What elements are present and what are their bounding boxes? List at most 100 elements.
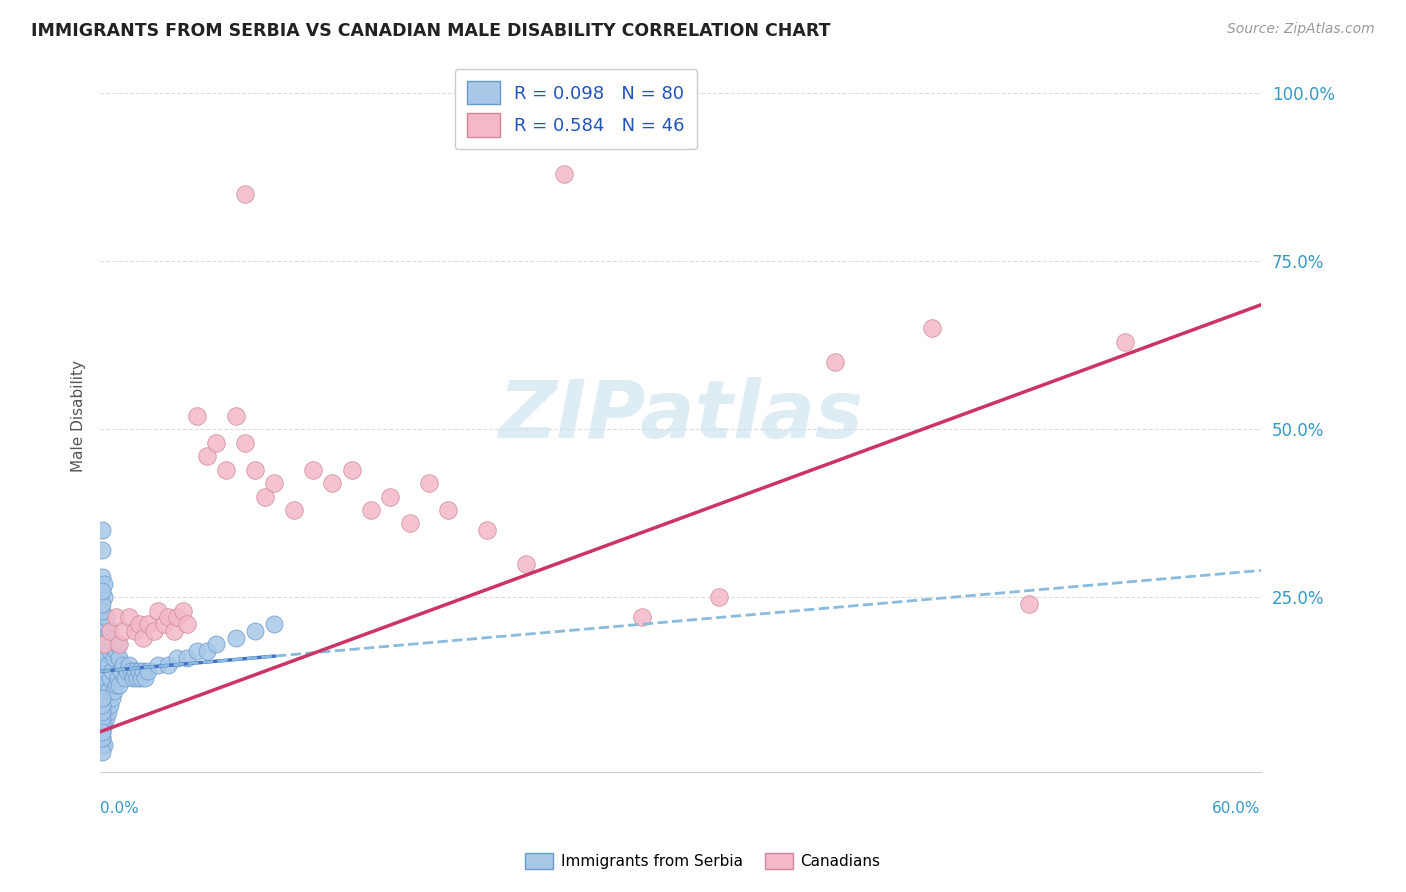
Legend: Immigrants from Serbia, Canadians: Immigrants from Serbia, Canadians xyxy=(519,847,887,875)
Point xyxy=(205,435,228,450)
Point xyxy=(91,731,114,746)
Point xyxy=(195,644,218,658)
Point xyxy=(91,604,114,618)
Point xyxy=(437,503,460,517)
Point xyxy=(360,503,382,517)
Point xyxy=(100,665,122,679)
Point xyxy=(104,678,127,692)
Point xyxy=(129,671,152,685)
Point xyxy=(91,711,114,725)
Point xyxy=(176,650,198,665)
Point xyxy=(98,671,121,685)
Point xyxy=(91,705,114,719)
Point xyxy=(146,657,169,672)
Point xyxy=(225,409,247,423)
Point xyxy=(1114,334,1136,349)
Point xyxy=(138,617,160,632)
Text: 60.0%: 60.0% xyxy=(1212,801,1261,815)
Point xyxy=(156,657,179,672)
Point xyxy=(107,637,129,651)
Point xyxy=(97,684,120,698)
Point xyxy=(166,610,188,624)
Point xyxy=(176,617,198,632)
Point xyxy=(108,678,131,692)
Point xyxy=(321,476,343,491)
Point xyxy=(93,718,115,732)
Point xyxy=(515,557,537,571)
Point xyxy=(108,650,131,665)
Point xyxy=(380,490,402,504)
Point xyxy=(94,671,117,685)
Point xyxy=(104,610,127,624)
Text: ZIPatlas: ZIPatlas xyxy=(498,376,863,455)
Point xyxy=(91,745,114,759)
Point xyxy=(110,665,132,679)
Point xyxy=(94,637,117,651)
Point xyxy=(475,523,498,537)
Point xyxy=(94,617,117,632)
Point xyxy=(120,665,142,679)
Point xyxy=(233,435,256,450)
Point xyxy=(93,577,115,591)
Point xyxy=(146,604,169,618)
Point xyxy=(94,691,117,706)
Text: IMMIGRANTS FROM SERBIA VS CANADIAN MALE DISABILITY CORRELATION CHART: IMMIGRANTS FROM SERBIA VS CANADIAN MALE … xyxy=(31,22,831,40)
Point xyxy=(398,516,420,531)
Point xyxy=(91,610,114,624)
Point xyxy=(108,637,131,651)
Point xyxy=(186,409,208,423)
Point xyxy=(91,597,114,611)
Point xyxy=(215,462,238,476)
Point xyxy=(93,637,115,651)
Text: Source: ZipAtlas.com: Source: ZipAtlas.com xyxy=(1227,22,1375,37)
Point xyxy=(225,631,247,645)
Point xyxy=(91,678,114,692)
Point xyxy=(107,671,129,685)
Point xyxy=(91,698,114,712)
Point xyxy=(118,610,141,624)
Point xyxy=(91,724,114,739)
Point xyxy=(93,698,115,712)
Point xyxy=(131,665,153,679)
Point xyxy=(97,705,120,719)
Point xyxy=(143,624,166,638)
Point xyxy=(91,631,114,645)
Point xyxy=(93,665,115,679)
Point xyxy=(93,684,115,698)
Point xyxy=(124,665,146,679)
Point xyxy=(124,624,146,638)
Point xyxy=(112,657,135,672)
Point xyxy=(162,624,184,638)
Point xyxy=(205,637,228,651)
Point xyxy=(103,684,125,698)
Point xyxy=(91,523,114,537)
Point xyxy=(283,503,305,517)
Point xyxy=(103,650,125,665)
Point xyxy=(263,476,285,491)
Point xyxy=(94,610,117,624)
Point xyxy=(97,657,120,672)
Point xyxy=(93,624,115,638)
Point xyxy=(263,617,285,632)
Point xyxy=(186,644,208,658)
Point xyxy=(91,718,114,732)
Point xyxy=(91,731,114,746)
Point xyxy=(553,167,575,181)
Point xyxy=(118,657,141,672)
Point xyxy=(91,705,114,719)
Point xyxy=(115,665,138,679)
Point xyxy=(91,738,114,752)
Point xyxy=(302,462,325,476)
Point xyxy=(172,604,194,618)
Point xyxy=(128,617,150,632)
Point xyxy=(630,610,652,624)
Point xyxy=(91,570,114,584)
Point xyxy=(243,624,266,638)
Legend: R = 0.098   N = 80, R = 0.584   N = 46: R = 0.098 N = 80, R = 0.584 N = 46 xyxy=(454,69,697,149)
Point xyxy=(91,724,114,739)
Point xyxy=(156,610,179,624)
Point xyxy=(98,644,121,658)
Point xyxy=(91,657,114,672)
Point xyxy=(921,321,943,335)
Text: 0.0%: 0.0% xyxy=(100,801,139,815)
